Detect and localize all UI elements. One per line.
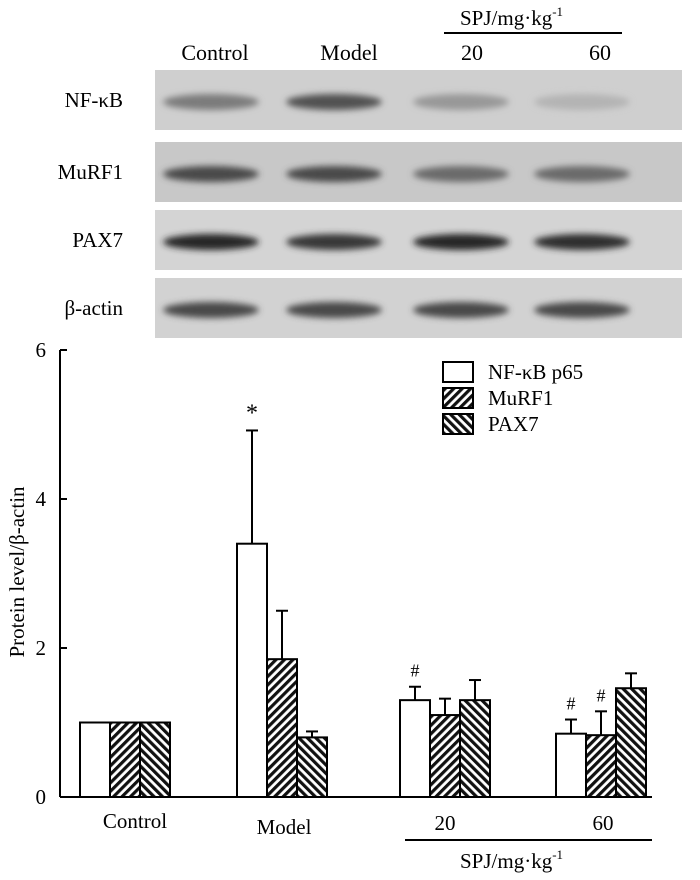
bar [266, 658, 298, 798]
blot-band [163, 234, 259, 250]
bar [585, 734, 617, 798]
x-tick-label: Control [103, 809, 167, 833]
bar [399, 699, 431, 799]
blot-band [163, 302, 259, 318]
blot-band [413, 94, 509, 110]
significance-mark: # [411, 661, 420, 681]
blot-band [413, 166, 509, 182]
bar [109, 721, 141, 798]
blot-band [534, 166, 630, 182]
legend-label: MuRF1 [488, 386, 553, 410]
blot-group-label-dose-60: 60 [589, 40, 611, 65]
blot-band [286, 234, 382, 250]
significance-mark: # [597, 685, 606, 705]
y-axis-title: Protein level/β-actin [5, 486, 29, 658]
blot-group-label-control: Control [181, 40, 248, 65]
blot-group-label-dose-20: 20 [461, 40, 483, 65]
x-tick-label: 60 [593, 811, 614, 835]
blot-band [534, 94, 630, 110]
blot-row-label: PAX7 [72, 228, 123, 252]
blot-row-label: MuRF1 [58, 160, 123, 184]
y-tick-label: 4 [36, 487, 47, 511]
legend-label: PAX7 [488, 412, 539, 436]
blot-row-2: MuRF1 [58, 142, 682, 202]
blot-rows: NF-κB MuRF1 PAX7 β-actin [58, 70, 682, 338]
bar [459, 699, 491, 799]
blot-row-label: β-actin [65, 296, 124, 320]
significance-mark: # [567, 694, 576, 714]
x-group-label: SPJ/mg·kg-1 [460, 847, 563, 873]
blot-band [534, 302, 630, 318]
y-tick-label: 2 [36, 636, 47, 660]
blot-band [163, 166, 259, 182]
bar [615, 687, 647, 798]
blot-group-label-model: Model [320, 40, 377, 65]
bar [555, 732, 587, 798]
bars: * # # # [79, 400, 647, 799]
x-axis-labels: Control Model 20 60 [103, 809, 614, 839]
blot-row-3: PAX7 [72, 210, 682, 270]
bar [79, 721, 111, 798]
blot-row-4: β-actin [65, 278, 682, 338]
blot-row-1: NF-κB [65, 70, 682, 130]
blot-band [413, 234, 509, 250]
blot-band [413, 302, 509, 318]
y-tick-label: 0 [36, 785, 47, 809]
bar [429, 714, 461, 798]
bar [236, 542, 268, 799]
blot-band [534, 234, 630, 250]
x-tick-label: 20 [435, 811, 456, 835]
blot-band [286, 166, 382, 182]
legend-swatch [442, 361, 474, 383]
legend-label: NF-κB p65 [488, 360, 583, 384]
significance-mark: * [246, 400, 258, 426]
blot-band [286, 94, 382, 110]
legend-swatch [442, 413, 474, 435]
blot-band [163, 94, 259, 110]
bar [296, 736, 328, 799]
x-tick-label: Model [257, 815, 312, 839]
y-axis: 0 2 4 6 [36, 338, 652, 809]
blot-row-label: NF-κB [65, 88, 123, 112]
blot-band [286, 302, 382, 318]
blot-dose-label: SPJ/mg·kg-1 [460, 4, 563, 30]
blot-header: Control Model 20 60 SPJ/mg·kg-1 [181, 4, 622, 65]
legend-swatch [442, 387, 474, 409]
y-tick-label: 6 [36, 338, 47, 362]
bar-chart: Protein level/β-actin 0 2 4 6 * # # # Control M… [5, 338, 652, 873]
bar [139, 721, 171, 798]
